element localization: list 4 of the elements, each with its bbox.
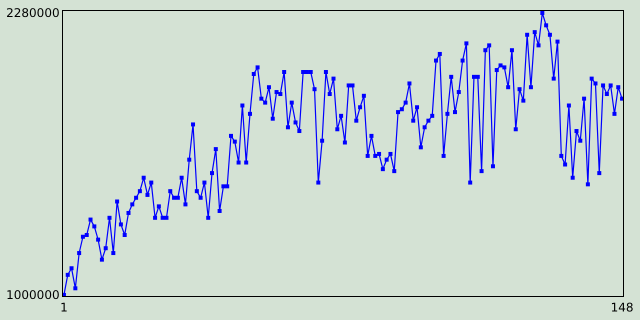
y-tick-label: 1000000 [6,288,60,302]
x-tick-label: 148 [610,300,634,314]
y-tick-label: 2280000 [6,6,60,20]
x-tick-label: 1 [60,300,68,314]
